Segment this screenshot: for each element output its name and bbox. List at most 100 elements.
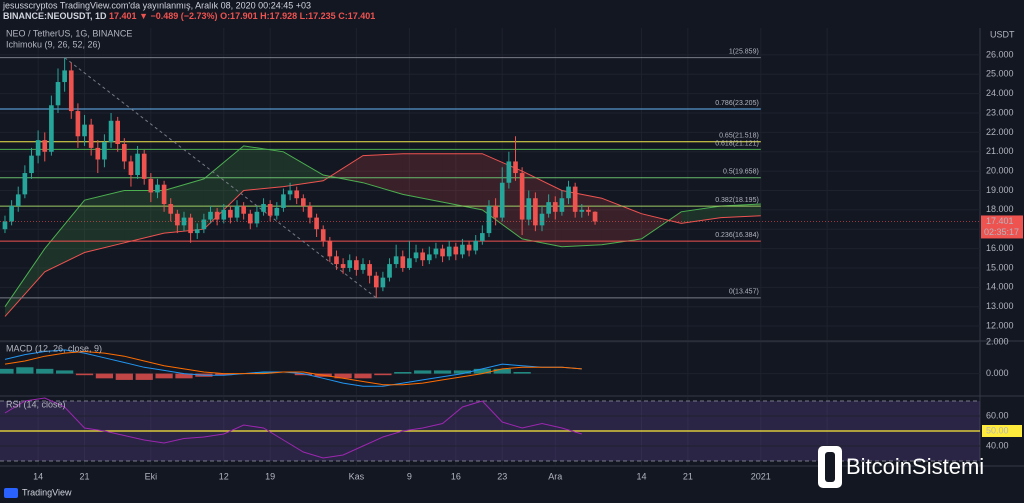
candle-body xyxy=(513,161,518,174)
candle-body xyxy=(586,209,591,212)
last-price-label: 17.401 xyxy=(986,216,1014,226)
y-tick-label: 60.00 xyxy=(986,410,1009,420)
candle-body xyxy=(108,120,114,143)
candle-body xyxy=(354,260,359,270)
ohlc-high: H:17.928 xyxy=(260,11,297,21)
logo-icon xyxy=(4,488,18,498)
y-tick-label: 40.00 xyxy=(986,440,1009,450)
candle-body xyxy=(526,198,532,220)
x-tick-label: 14 xyxy=(636,471,646,481)
candle-body xyxy=(340,264,346,268)
candle-body xyxy=(35,140,41,156)
candle-body xyxy=(572,186,578,212)
macd-histogram-bar xyxy=(16,367,34,374)
candle-body xyxy=(314,217,319,230)
candle-body xyxy=(486,205,492,234)
x-tick-label: 21 xyxy=(80,471,90,481)
candle-body xyxy=(22,173,28,195)
candle-body xyxy=(440,248,445,257)
candle-body xyxy=(453,246,459,255)
macd-histogram-bar xyxy=(473,368,491,374)
macd-line xyxy=(4,349,582,387)
candle-body xyxy=(559,198,565,212)
candle-body xyxy=(281,194,286,208)
candle-body xyxy=(274,207,280,216)
candle-body xyxy=(519,173,525,220)
candle-body xyxy=(188,217,193,234)
candle-body xyxy=(9,205,14,222)
x-tick-label: 9 xyxy=(407,471,412,481)
candle-body xyxy=(201,219,207,230)
cloud-span-a xyxy=(4,145,761,307)
candle-body xyxy=(420,252,425,261)
y-tick-label: 0.000 xyxy=(986,368,1009,378)
y-tick-label: 13.000 xyxy=(986,301,1014,311)
candle-body xyxy=(473,240,479,251)
y-tick-label: 18.000 xyxy=(986,204,1014,214)
cloud-fill xyxy=(203,145,244,230)
macd-title: MACD (12, 26, close, 9) xyxy=(6,343,102,353)
candle-body xyxy=(175,213,180,226)
symbol-line: BINANCE:NEOUSDT, 1D 17.401 ▼ −0.489 (−2.… xyxy=(3,11,375,21)
watermark: BitcoinSistemi xyxy=(818,446,984,488)
candle-body xyxy=(267,204,273,216)
x-tick-label: 21 xyxy=(683,471,693,481)
candle-body xyxy=(480,233,485,241)
macd-histogram-bar xyxy=(254,372,273,374)
candle-body xyxy=(533,198,538,226)
fib-level-label: 0.5(19.658) xyxy=(723,169,759,176)
cloud-fill xyxy=(442,153,483,210)
fib-level-label: 0.618(21.121) xyxy=(715,140,759,147)
candle-body xyxy=(88,124,94,148)
candle-body xyxy=(29,155,34,174)
candle-body xyxy=(380,277,386,288)
candle-body xyxy=(2,221,8,230)
watermark-text: BitcoinSistemi xyxy=(846,454,984,479)
pane-title: NEO / TetherUS, 1G, BINANCE xyxy=(6,28,132,38)
candle-body xyxy=(49,105,54,152)
candle-body xyxy=(433,248,439,255)
cloud-fill xyxy=(4,248,45,317)
indicator-title: Ichimoku (9, 26, 52, 26) xyxy=(6,39,101,49)
macd-histogram-bar xyxy=(394,372,412,374)
candle-body xyxy=(360,264,366,270)
macd-histogram-bar xyxy=(56,370,74,374)
candle-body xyxy=(128,161,134,175)
tradingview-logo: TradingView xyxy=(4,487,72,498)
cloud-fill xyxy=(243,145,284,191)
macd-histogram-bar xyxy=(155,373,173,379)
candle-body xyxy=(327,240,333,257)
brand: TradingView xyxy=(22,487,72,497)
macd-histogram-bar xyxy=(95,373,114,379)
macd-histogram-bar xyxy=(493,368,511,374)
candle-body xyxy=(367,264,372,276)
y-tick-label: 22.000 xyxy=(986,127,1014,137)
candle-body xyxy=(234,205,240,218)
candle-body xyxy=(393,256,399,265)
ohlc-open: O:17.901 xyxy=(220,11,258,21)
candle-body xyxy=(221,209,227,220)
macd-histogram-bar xyxy=(513,372,531,374)
candle-body xyxy=(241,205,246,214)
macd-histogram-bar xyxy=(354,373,372,379)
candle-body xyxy=(254,211,260,224)
candle-body xyxy=(261,204,266,212)
candle-body xyxy=(68,70,74,112)
candle-body xyxy=(566,186,571,199)
candle-body xyxy=(161,184,167,205)
y-tick-label: 15.000 xyxy=(986,262,1014,272)
candle-body xyxy=(208,211,213,220)
macd-histogram-bar xyxy=(433,370,452,374)
candle-body xyxy=(460,244,465,255)
candle-body xyxy=(102,142,107,160)
countdown-label: 02:35:17 xyxy=(984,227,1019,237)
x-tick-label: Eki xyxy=(145,471,158,481)
macd-histogram-bar xyxy=(215,373,233,376)
candle-body xyxy=(55,82,61,106)
macd-histogram-bar xyxy=(453,370,472,374)
cloud-fill xyxy=(362,153,403,195)
y-tick-label: 16.000 xyxy=(986,243,1014,253)
